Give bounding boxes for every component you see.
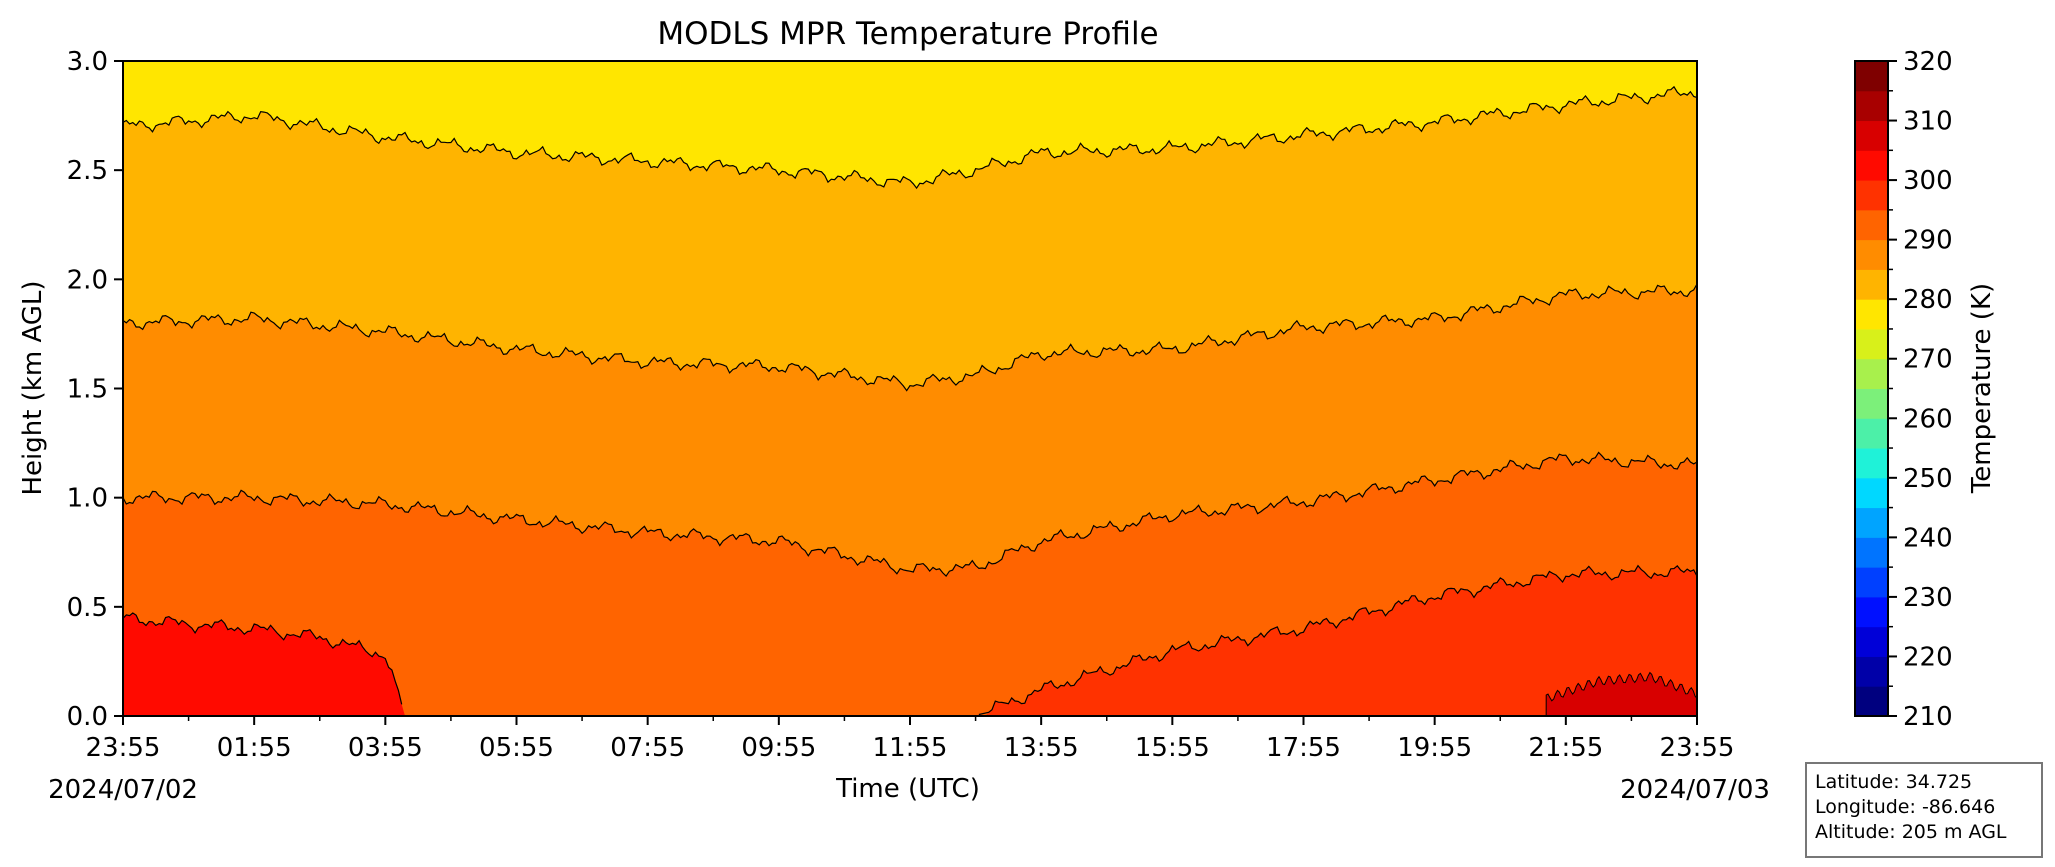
colorbar-tick-label: 230 bbox=[1903, 583, 1953, 613]
colorbar-tick-label: 220 bbox=[1903, 642, 1953, 672]
colorbar-swatch bbox=[1855, 596, 1888, 628]
altitude-text: Altitude: 205 m AGL bbox=[1815, 821, 2007, 843]
colorbar-label: Temperature (K) bbox=[1967, 283, 1997, 494]
colorbar-tick-label: 280 bbox=[1903, 285, 1953, 315]
x-tick-label: 01:55 bbox=[217, 733, 292, 763]
contour-line-300 bbox=[122, 612, 403, 705]
colorbar-swatch bbox=[1855, 537, 1888, 568]
colorbar-swatch bbox=[1855, 626, 1888, 657]
x-tick-label: 23:55 bbox=[86, 733, 161, 763]
colorbar-swatch bbox=[1855, 269, 1888, 300]
x-tick-label: 09:55 bbox=[741, 733, 816, 763]
colorbar-swatch bbox=[1855, 90, 1888, 122]
contour-line-290 bbox=[122, 451, 1698, 578]
x-tick-label: 17:55 bbox=[1266, 733, 1341, 763]
colorbar-swatch bbox=[1855, 686, 1888, 717]
colorbar-swatch bbox=[1855, 180, 1888, 211]
x-tick-label: 13:55 bbox=[1004, 733, 1079, 763]
plot-area bbox=[122, 61, 1698, 717]
colorbar-tick-label: 310 bbox=[1903, 107, 1953, 137]
x-tick-label: 15:55 bbox=[1135, 733, 1210, 763]
colorbar: 210 220 230 240 250 260 270 280 290 300 310 320 bbox=[1854, 47, 1953, 732]
band-295-300 bbox=[123, 565, 1697, 716]
band-300-305 bbox=[123, 613, 1697, 716]
y-axis-label: Height (km AGL) bbox=[18, 280, 48, 495]
colorbar-tick-label: 290 bbox=[1903, 226, 1953, 256]
y-tick-label: 2.0 bbox=[67, 265, 108, 295]
colorbar-swatch bbox=[1855, 61, 1888, 92]
y-tick-label: 2.5 bbox=[67, 156, 108, 186]
axes: 0.0 0.5 1.0 1.5 2.0 2.5 3.0 23:55 01:55 03:55 05:5… bbox=[67, 47, 1735, 763]
colorbar-tick-label: 320 bbox=[1903, 47, 1953, 77]
contour-line-280 bbox=[122, 85, 1698, 190]
location-info-box: Latitude: 34.725 Longitude: -86.646 Alti… bbox=[1805, 762, 2043, 858]
y-tick-label: 1.0 bbox=[67, 484, 108, 514]
colorbar-swatch bbox=[1855, 120, 1888, 151]
colorbar-swatch bbox=[1855, 239, 1888, 270]
contour-line-285 bbox=[122, 283, 1698, 392]
x-tick-label: 07:55 bbox=[610, 733, 685, 763]
colorbar-swatch bbox=[1855, 567, 1888, 598]
colorbar-tick-label: 250 bbox=[1903, 464, 1953, 494]
colorbar-swatch bbox=[1855, 299, 1888, 330]
colorbar-swatch bbox=[1855, 418, 1888, 449]
x-tick-label: 03:55 bbox=[348, 733, 423, 763]
latitude-text: Latitude: 34.725 bbox=[1815, 771, 1973, 793]
longitude-text: Longitude: -86.646 bbox=[1815, 796, 1996, 818]
x-tick-label: 05:55 bbox=[479, 733, 554, 763]
y-tick-label: 3.0 bbox=[67, 47, 108, 77]
x-tick-label: 21:55 bbox=[1528, 733, 1603, 763]
colorbar-swatch bbox=[1855, 448, 1888, 479]
colorbar-swatch bbox=[1855, 507, 1888, 538]
colorbar-tick-label: 260 bbox=[1903, 404, 1953, 434]
y-tick-label: 0.5 bbox=[67, 593, 108, 623]
colorbar-tick-label: 300 bbox=[1903, 166, 1953, 196]
colorbar-tick-label: 240 bbox=[1903, 523, 1953, 553]
colorbar-swatch bbox=[1855, 328, 1888, 360]
colorbar-swatch bbox=[1855, 477, 1888, 509]
contour-line-295 bbox=[978, 564, 1698, 716]
x-tick-label: 23:55 bbox=[1660, 733, 1735, 763]
y-tick-label: 0.0 bbox=[67, 702, 108, 732]
colorbar-swatch bbox=[1855, 656, 1888, 687]
chart-title: MODLS MPR Temperature Profile bbox=[657, 16, 1158, 52]
band-305-310 bbox=[1545, 671, 1698, 717]
x-axis-start-date: 2024/07/02 bbox=[48, 775, 198, 805]
x-axis-end-date: 2024/07/03 bbox=[1620, 775, 1770, 805]
x-tick-label: 19:55 bbox=[1397, 733, 1472, 763]
x-axis-label: Time (UTC) bbox=[835, 774, 980, 804]
colorbar-swatch bbox=[1855, 358, 1888, 389]
colorbar-tick-label: 210 bbox=[1903, 702, 1953, 732]
colorbar-swatch bbox=[1855, 150, 1888, 181]
x-tick-label: 11:55 bbox=[873, 733, 948, 763]
y-tick-label: 1.5 bbox=[67, 375, 108, 405]
colorbar-swatch bbox=[1855, 209, 1888, 241]
colorbar-tick-label: 270 bbox=[1903, 345, 1953, 375]
colorbar-swatch bbox=[1855, 388, 1888, 419]
